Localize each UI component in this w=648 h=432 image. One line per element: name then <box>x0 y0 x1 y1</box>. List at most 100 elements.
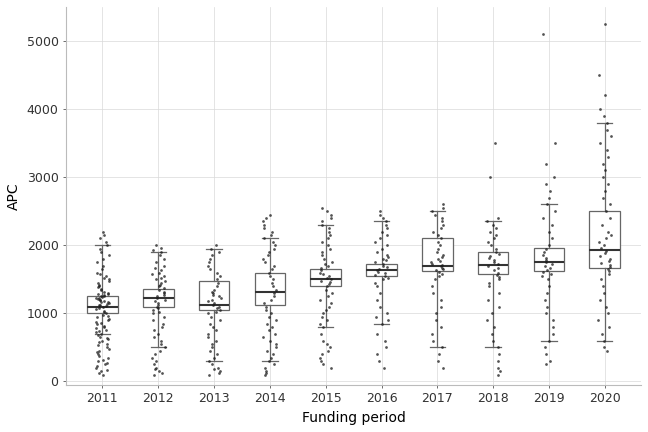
Point <box>211 308 221 315</box>
Point <box>95 297 106 304</box>
Point <box>154 281 165 288</box>
Point <box>98 303 108 310</box>
Point <box>271 344 281 351</box>
Point <box>375 211 385 218</box>
Point <box>150 298 160 305</box>
Point <box>540 181 551 187</box>
Point <box>380 337 391 344</box>
Point <box>151 364 161 371</box>
Point <box>383 274 393 281</box>
Point <box>215 306 226 313</box>
Point <box>264 249 274 256</box>
Point <box>151 259 161 266</box>
Point <box>537 215 548 222</box>
Point <box>92 349 102 356</box>
Point <box>152 305 163 311</box>
Point <box>149 334 159 341</box>
Point <box>544 228 554 235</box>
Point <box>381 344 391 351</box>
Point <box>378 364 389 371</box>
Point <box>267 279 277 286</box>
Point <box>259 255 269 262</box>
Point <box>596 221 607 228</box>
Point <box>95 333 106 340</box>
Point <box>435 242 446 249</box>
Point <box>102 340 112 347</box>
Point <box>542 201 552 208</box>
Point <box>597 330 607 337</box>
Point <box>159 313 169 320</box>
Point <box>435 235 446 242</box>
Point <box>156 369 167 376</box>
Point <box>318 310 328 317</box>
Point <box>382 251 393 258</box>
Point <box>602 347 612 354</box>
Point <box>148 361 159 368</box>
Point <box>487 310 497 317</box>
Point <box>102 300 112 307</box>
Point <box>150 265 160 272</box>
Point <box>92 269 102 276</box>
Point <box>156 279 167 286</box>
Point <box>269 361 279 368</box>
Point <box>207 361 217 368</box>
Point <box>211 327 222 334</box>
Point <box>208 289 218 296</box>
Point <box>374 266 384 273</box>
Point <box>209 286 219 293</box>
Point <box>98 288 109 295</box>
Point <box>269 262 279 269</box>
Point <box>600 167 610 174</box>
Point <box>434 232 444 238</box>
Point <box>99 232 110 238</box>
Point <box>98 356 109 363</box>
Point <box>317 221 327 228</box>
Point <box>98 311 109 318</box>
PathPatch shape <box>533 248 564 271</box>
Point <box>261 306 272 313</box>
Point <box>102 359 112 366</box>
PathPatch shape <box>143 289 174 307</box>
Point <box>541 310 551 317</box>
Point <box>594 72 604 79</box>
Point <box>603 310 614 317</box>
Point <box>601 208 611 215</box>
Y-axis label: APC: APC <box>7 182 21 210</box>
Point <box>323 303 334 310</box>
Point <box>91 364 101 371</box>
Point <box>597 283 608 289</box>
Point <box>207 292 218 299</box>
Point <box>101 302 111 309</box>
Point <box>376 245 387 252</box>
Point <box>382 225 392 232</box>
Point <box>435 324 446 330</box>
Point <box>540 351 551 358</box>
Point <box>601 303 611 310</box>
Point <box>148 317 159 324</box>
Point <box>538 251 548 258</box>
Point <box>270 242 280 249</box>
Point <box>211 337 221 344</box>
Point <box>595 106 605 113</box>
Point <box>372 330 382 337</box>
Point <box>156 337 167 344</box>
Point <box>599 344 610 351</box>
Point <box>93 295 103 302</box>
Point <box>378 276 388 283</box>
Point <box>541 361 551 368</box>
Point <box>268 289 279 296</box>
Point <box>96 249 106 256</box>
Point <box>438 266 448 273</box>
Point <box>104 345 114 352</box>
Point <box>372 267 382 274</box>
Point <box>605 264 616 270</box>
Point <box>542 276 553 283</box>
Point <box>207 252 218 259</box>
Point <box>316 330 326 337</box>
Point <box>433 255 443 262</box>
Point <box>261 368 272 375</box>
Point <box>372 351 382 358</box>
Point <box>431 310 441 317</box>
Point <box>325 364 336 371</box>
Point <box>544 283 554 289</box>
